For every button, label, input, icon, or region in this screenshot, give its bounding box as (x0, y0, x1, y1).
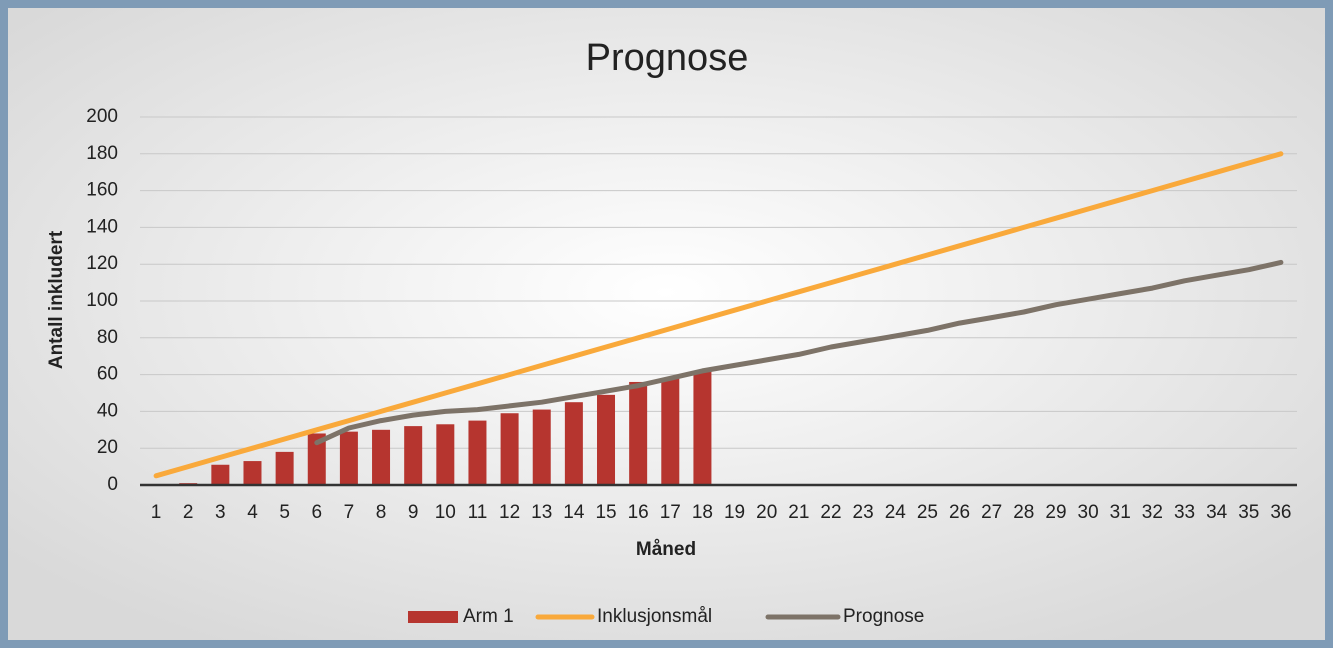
y-axis-title: Antall inkludert (46, 230, 67, 369)
x-tick-label: 3 (215, 502, 226, 523)
y-tick-label: 160 (86, 180, 118, 201)
x-tick-label: 25 (917, 502, 938, 523)
bar (243, 461, 262, 485)
bar (661, 378, 680, 485)
x-tick-label: 12 (499, 502, 520, 523)
x-tick-label: 32 (1142, 502, 1163, 523)
bar (693, 370, 712, 485)
y-tick-label: 200 (86, 106, 118, 127)
x-tick-label: 2 (183, 502, 194, 523)
y-tick-label: 180 (86, 143, 118, 164)
bar (629, 381, 648, 485)
legend-swatch (408, 611, 458, 623)
legend-label: Arm 1 (463, 606, 514, 627)
legend-label: Inklusjonsmål (597, 606, 712, 627)
x-tick-label: 33 (1174, 502, 1195, 523)
y-tick-label: 60 (97, 364, 118, 385)
bar (436, 424, 455, 485)
bar (372, 429, 391, 485)
x-tick-label: 19 (724, 502, 745, 523)
bar (211, 464, 230, 485)
x-tick-label: 34 (1206, 502, 1228, 523)
chart-panel (8, 8, 1325, 640)
x-axis-title: Måned (636, 539, 696, 560)
line-series (153, 151, 1284, 479)
x-tick-label: 22 (820, 502, 841, 523)
legend-label: Prognose (843, 606, 924, 627)
x-tick-label: 6 (311, 502, 322, 523)
y-tick-label: 100 (86, 290, 118, 311)
y-tick-label: 0 (107, 474, 118, 495)
bar (532, 409, 551, 485)
x-tick-label: 9 (408, 502, 419, 523)
x-tick-label: 7 (344, 502, 355, 523)
line-series (314, 259, 1284, 446)
x-tick-label: 29 (1045, 502, 1066, 523)
bar (500, 413, 519, 485)
y-tick-label: 20 (97, 437, 118, 458)
x-tick-label: 21 (788, 502, 809, 523)
x-tick-label: 14 (563, 502, 585, 523)
x-tick-label: 16 (628, 502, 649, 523)
bar (307, 433, 326, 485)
x-tick-label: 23 (853, 502, 874, 523)
x-tick-label: 4 (247, 502, 258, 523)
x-tick-label: 18 (692, 502, 713, 523)
chart-title: Prognose (586, 37, 749, 79)
x-tick-label: 24 (885, 502, 907, 523)
x-tick-label: 36 (1270, 502, 1291, 523)
x-tick-label: 1 (151, 502, 162, 523)
x-tick-label: 20 (756, 502, 777, 523)
x-tick-label: 27 (981, 502, 1002, 523)
bar (339, 431, 358, 485)
y-tick-label: 140 (86, 216, 118, 237)
x-tick-label: 8 (376, 502, 387, 523)
bar (275, 451, 294, 485)
bar (597, 394, 616, 485)
x-tick-label: 10 (435, 502, 456, 523)
x-tick-label: 15 (595, 502, 616, 523)
bar (404, 426, 423, 485)
bar (468, 420, 487, 485)
y-tick-label: 80 (97, 327, 118, 348)
y-tick-label: 40 (97, 400, 118, 421)
x-tick-label: 13 (531, 502, 552, 523)
x-tick-label: 17 (660, 502, 681, 523)
x-tick-label: 30 (1078, 502, 1099, 523)
x-tick-label: 26 (949, 502, 970, 523)
x-tick-label: 5 (279, 502, 290, 523)
x-tick-label: 28 (1013, 502, 1034, 523)
x-tick-label: 11 (468, 502, 488, 523)
bar (564, 402, 583, 485)
x-tick-label: 35 (1238, 502, 1259, 523)
y-tick-label: 120 (86, 253, 118, 274)
x-tick-label: 31 (1110, 502, 1131, 523)
